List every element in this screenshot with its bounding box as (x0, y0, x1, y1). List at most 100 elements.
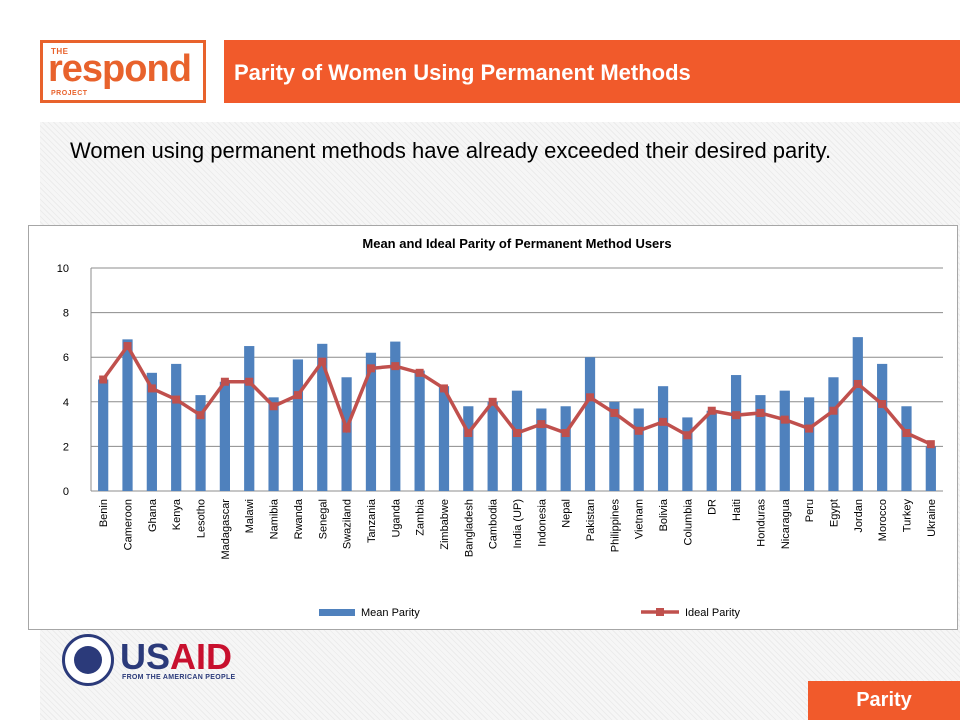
point-ideal-parity (366, 364, 375, 373)
point-ideal-parity (756, 408, 765, 417)
bar-mean-parity (730, 375, 742, 491)
section-tag-label: Parity (856, 689, 912, 711)
point-ideal-parity (391, 362, 400, 371)
x-tick-label: Ukraine (926, 499, 938, 537)
x-tick-label: Vietnam (634, 499, 646, 539)
chart-container: Mean and Ideal Parity of Permanent Metho… (28, 225, 958, 630)
x-tick-label: Jordan (853, 499, 865, 533)
x-tick-label: Bangladesh (463, 499, 475, 557)
bar-mean-parity (365, 352, 377, 491)
bar-mean-parity (463, 406, 474, 491)
parity-chart: Mean and Ideal Parity of Permanent Metho… (57, 236, 943, 619)
point-ideal-parity (245, 377, 254, 386)
point-ideal-parity (878, 400, 887, 409)
bar-mean-parity (219, 381, 230, 491)
bar-mean-parity (755, 395, 766, 491)
x-tick-label: Peru (804, 499, 816, 522)
title-bar: Parity of Women Using Permanent Methods (224, 40, 960, 103)
point-ideal-parity (318, 357, 327, 366)
bar-mean-parity (341, 377, 352, 491)
chart-title: Mean and Ideal Parity of Permanent Metho… (362, 236, 671, 251)
x-tick-label: Bolivia (658, 498, 670, 531)
point-ideal-parity (683, 431, 692, 440)
bar-mean-parity (657, 386, 669, 491)
x-tick-label: Philippines (609, 499, 621, 553)
y-tick-label: 4 (63, 397, 69, 409)
point-ideal-parity (610, 408, 619, 417)
bar-mean-parity (706, 410, 717, 491)
point-ideal-parity (561, 429, 570, 438)
point-ideal-parity (415, 368, 424, 377)
x-tick-label: Nepal (561, 499, 573, 528)
legend-label-mean: Mean Parity (361, 607, 420, 619)
x-tick-label: Lesotho (196, 499, 208, 538)
legend-label-ideal: Ideal Parity (685, 607, 741, 619)
x-tick-label: Madagascar (220, 499, 232, 560)
x-tick-label: Rwanda (293, 498, 305, 539)
point-ideal-parity (123, 342, 132, 351)
point-ideal-parity (172, 395, 181, 404)
section-tag: Parity (808, 681, 960, 720)
point-ideal-parity (196, 411, 205, 420)
bar-mean-parity (925, 446, 936, 491)
point-ideal-parity (269, 402, 278, 411)
point-ideal-parity (464, 429, 473, 438)
x-tick-label: Honduras (755, 499, 767, 547)
x-tick-label: Senegal (317, 499, 329, 539)
point-ideal-parity (707, 406, 716, 415)
y-tick-label: 8 (63, 308, 69, 320)
bar-mean-parity (292, 359, 304, 491)
x-tick-label: Pakistan (585, 499, 597, 541)
x-tick-label: Zambia (415, 498, 427, 536)
bar-mean-parity (98, 379, 109, 491)
bar-mean-parity (560, 406, 571, 491)
x-tick-label: Columbia (682, 498, 694, 545)
x-tick-label: DR (707, 499, 719, 515)
bar-mean-parity (511, 390, 523, 491)
bar-mean-parity (195, 395, 206, 491)
logo-top-text: THE (51, 47, 69, 56)
x-tick-label: India (UP) (512, 499, 524, 549)
bar-mean-parity (171, 363, 182, 491)
point-ideal-parity (147, 384, 156, 393)
point-ideal-parity (853, 379, 862, 388)
legend-marker-ideal (656, 608, 664, 616)
bar-mean-parity (414, 370, 425, 491)
bar-mean-parity (901, 406, 912, 491)
bar-mean-parity (536, 408, 547, 491)
bar-mean-parity (609, 401, 620, 491)
x-tick-label: Tanzania (366, 498, 378, 543)
point-ideal-parity (586, 393, 595, 402)
bar-mean-parity (852, 337, 863, 491)
bar-mean-parity (317, 343, 328, 491)
bar-mean-parity (633, 408, 644, 491)
point-ideal-parity (780, 415, 789, 424)
point-ideal-parity (293, 391, 302, 400)
point-ideal-parity (829, 406, 838, 415)
bar-mean-parity (584, 357, 596, 491)
x-tick-label: Kenya (171, 498, 183, 530)
x-tick-label: Benin (98, 499, 110, 527)
x-tick-label: Ghana (147, 498, 159, 532)
point-ideal-parity (732, 411, 741, 420)
x-tick-label: Haiti (731, 499, 743, 521)
point-ideal-parity (220, 377, 229, 386)
bar-mean-parity (390, 341, 401, 491)
bar-mean-parity (828, 377, 839, 491)
x-tick-label: Turkey (901, 499, 913, 533)
bar-mean-parity (487, 401, 498, 491)
x-tick-label: Morocco (877, 499, 889, 541)
point-ideal-parity (513, 429, 521, 438)
point-ideal-parity (634, 426, 643, 435)
x-tick-label: Malawi (244, 499, 256, 533)
x-tick-label: Nicaragua (780, 498, 792, 549)
bar-mean-parity (877, 363, 888, 491)
usaid-logo: USAID FROM THE AMERICAN PEOPLE (62, 634, 242, 690)
usaid-seal-icon (62, 634, 114, 686)
page-title: Parity of Women Using Permanent Methods (234, 60, 691, 85)
x-tick-label: Cambodia (488, 498, 500, 549)
bar-mean-parity (438, 386, 450, 491)
respond-project-logo: THE respond PROJECT (40, 40, 206, 103)
logo-bottom-text: PROJECT (51, 90, 88, 97)
legend-swatch-mean (319, 609, 355, 616)
